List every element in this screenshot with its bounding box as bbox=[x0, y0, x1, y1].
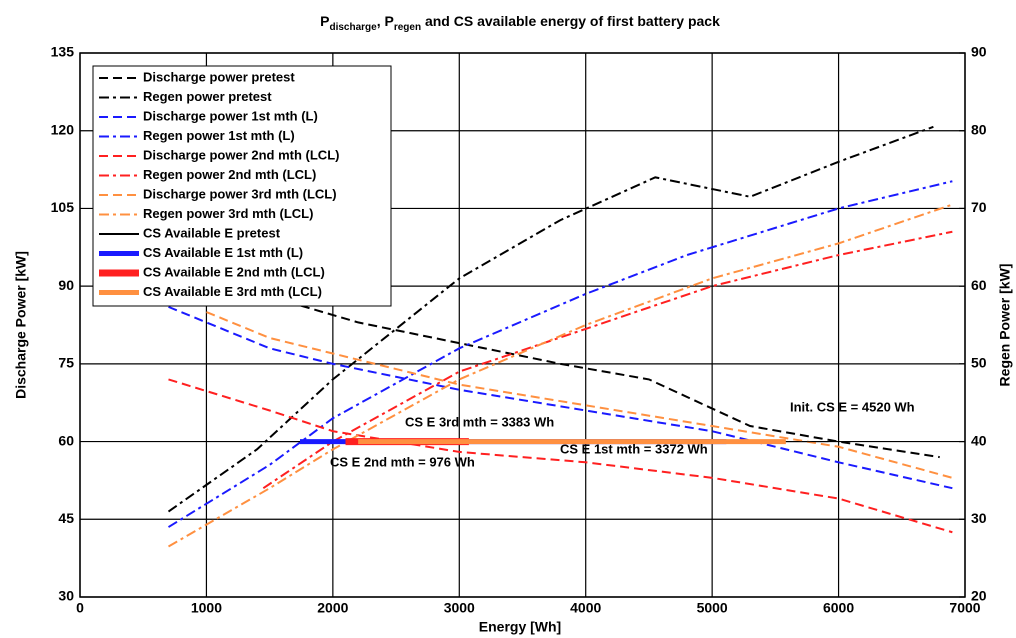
y2-tick-label: 60 bbox=[971, 277, 987, 293]
y-tick-label: 135 bbox=[51, 44, 75, 60]
legend-label: CS Available E 3rd mth (LCL) bbox=[143, 284, 322, 299]
series-line bbox=[168, 203, 953, 548]
y2-tick-label: 40 bbox=[971, 432, 987, 448]
y-tick-label: 60 bbox=[58, 432, 74, 448]
legend-label: Regen power pretest bbox=[143, 89, 272, 104]
series-line bbox=[206, 311, 953, 479]
legend-label: CS Available E 2nd mth (LCL) bbox=[143, 264, 325, 279]
title-part: and CS available energy of first battery… bbox=[421, 13, 720, 29]
legend-label: Regen power 2nd mth (LCL) bbox=[143, 167, 316, 182]
title-part: , P bbox=[377, 13, 394, 29]
series-line bbox=[168, 378, 953, 534]
legend-label: Regen power 1st mth (L) bbox=[143, 128, 295, 143]
y2-tick-label: 70 bbox=[971, 199, 987, 215]
x-tick-label: 5000 bbox=[697, 600, 728, 616]
series-line bbox=[262, 230, 953, 490]
annotation: CS E 3rd mth = 3383 Wh bbox=[405, 414, 554, 429]
y2-tick-label: 20 bbox=[971, 588, 987, 604]
legend-label: Regen power 3rd mth (LCL) bbox=[143, 206, 313, 221]
y-tick-label: 30 bbox=[58, 588, 74, 604]
series-line bbox=[167, 125, 934, 513]
legend-label: Discharge power pretest bbox=[143, 69, 295, 84]
y2-tick-label: 30 bbox=[971, 510, 987, 526]
y2-tick-label: 90 bbox=[971, 44, 987, 60]
x-tick-label: 6000 bbox=[823, 600, 854, 616]
x-tick-label: 2000 bbox=[317, 600, 348, 616]
x-tick-label: 7000 bbox=[949, 600, 980, 616]
legend-label: Discharge power 1st mth (L) bbox=[143, 108, 318, 123]
annotation: Init. CS E = 4520 Wh bbox=[790, 399, 915, 414]
y-tick-label: 105 bbox=[51, 199, 75, 215]
y2-tick-label: 50 bbox=[971, 355, 987, 371]
series-line bbox=[167, 180, 953, 528]
x-tick-label: 0 bbox=[76, 600, 84, 616]
title-part: regen bbox=[394, 22, 421, 33]
legend-box bbox=[92, 65, 392, 307]
x-axis-label: Energy [Wh] bbox=[479, 619, 561, 635]
legend-label: Discharge power 3rd mth (LCL) bbox=[143, 186, 337, 201]
annotation: CS E 2nd mth = 976 Wh bbox=[330, 454, 475, 469]
legend-label: Discharge power 2nd mth (LCL) bbox=[143, 147, 339, 162]
y-axis-label: Discharge Power [kW] bbox=[13, 251, 29, 399]
y-tick-label: 90 bbox=[58, 277, 74, 293]
y-tick-label: 75 bbox=[58, 355, 74, 371]
y-tick-label: 120 bbox=[51, 121, 75, 137]
series-line bbox=[168, 259, 940, 459]
chart-title: Pdischarge, Pregen and CS available ener… bbox=[320, 13, 720, 33]
y-tick-label: 45 bbox=[58, 510, 74, 526]
y2-tick-label: 80 bbox=[971, 121, 987, 137]
title-part: discharge bbox=[329, 22, 377, 33]
x-tick-label: 4000 bbox=[570, 600, 601, 616]
series-line bbox=[168, 305, 953, 490]
x-tick-label: 1000 bbox=[191, 600, 222, 616]
y2-axis-label: Regen Power [kW] bbox=[997, 264, 1013, 387]
legend-label: CS Available E 1st mth (L) bbox=[143, 245, 303, 260]
title-part: P bbox=[320, 13, 329, 29]
plot-frame bbox=[79, 52, 966, 598]
x-tick-label: 3000 bbox=[444, 600, 475, 616]
annotation: CS E 1st mth = 3372 Wh bbox=[560, 441, 708, 456]
legend-label: CS Available E pretest bbox=[143, 225, 281, 240]
